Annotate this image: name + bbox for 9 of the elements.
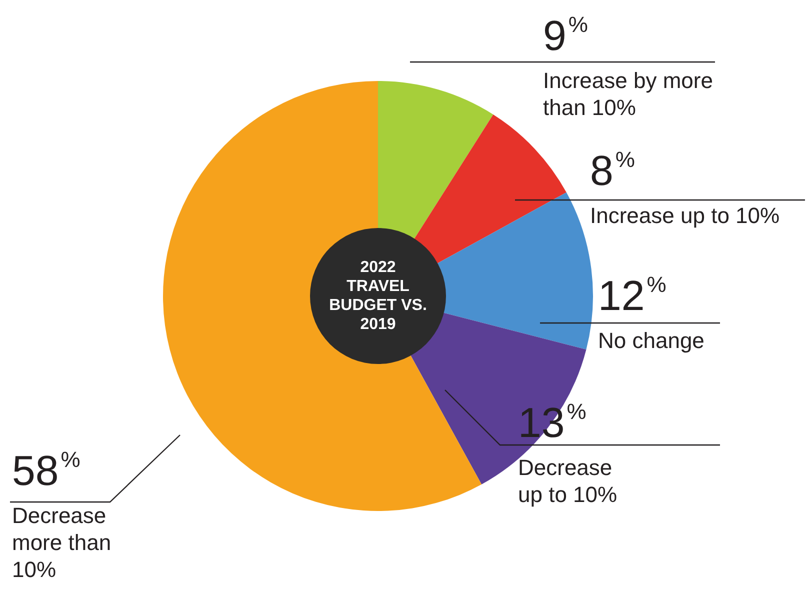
slice-label: Decrease up to 10% bbox=[518, 455, 618, 507]
slice-label: No change bbox=[598, 328, 704, 353]
slice-label: Increase up to 10% bbox=[590, 203, 780, 228]
slice-label: Increase by more than 10% bbox=[543, 68, 713, 120]
data-label: 12% bbox=[598, 272, 666, 319]
slice-label: Decrease more than 10% bbox=[12, 503, 112, 582]
data-label: 8% bbox=[590, 147, 635, 194]
data-label: 58% bbox=[12, 447, 80, 494]
data-label: 9% bbox=[543, 12, 588, 59]
